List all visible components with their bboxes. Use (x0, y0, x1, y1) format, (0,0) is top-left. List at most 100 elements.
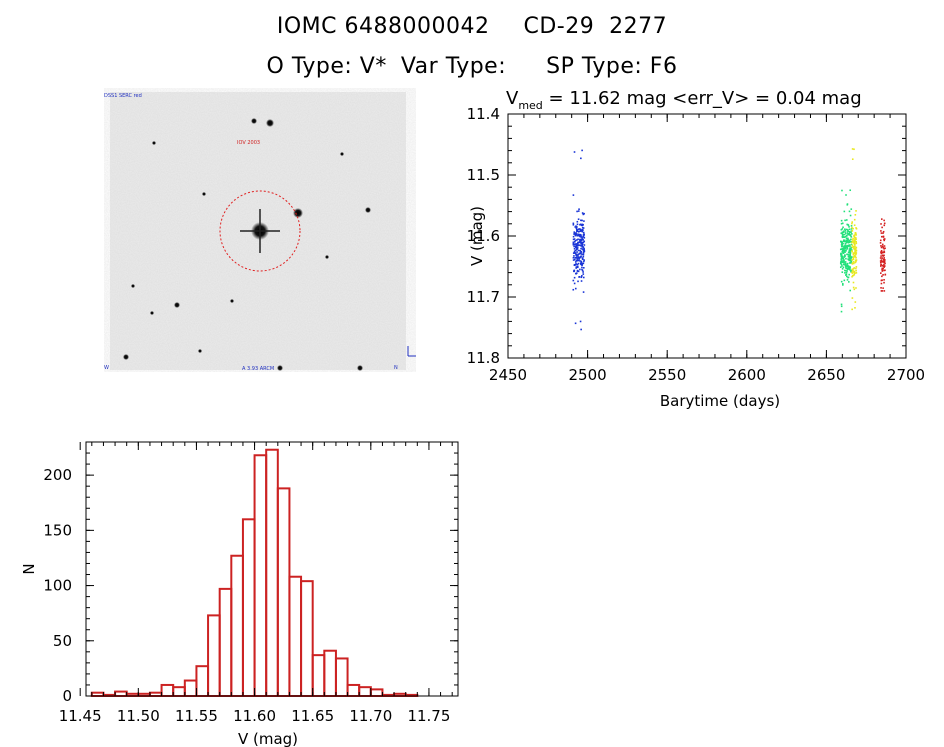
lc-point (575, 227, 578, 229)
lc-point (581, 219, 583, 222)
lc-point (881, 275, 883, 278)
lc-point (851, 268, 854, 271)
lc-point (854, 240, 856, 243)
lc-point (851, 272, 854, 274)
lc-point (852, 260, 855, 263)
lc-point (576, 263, 579, 266)
lc-point (840, 253, 842, 256)
lc-point (575, 232, 577, 234)
lc-point (842, 242, 844, 245)
lc-point (849, 245, 851, 248)
lc-point (573, 250, 576, 253)
lc-point (880, 246, 883, 249)
lc-point (576, 243, 578, 245)
lc-point (884, 262, 886, 265)
lc-point (847, 255, 850, 258)
lc-point (847, 230, 849, 233)
lc-point (578, 208, 580, 210)
lc-point (850, 231, 852, 234)
hist-ytick-label: 150 (43, 521, 72, 539)
lc-point (851, 275, 854, 277)
hist-ytick-label: 0 (62, 687, 72, 705)
lc-point (883, 265, 886, 267)
lc-point (579, 257, 581, 259)
lc-point (879, 239, 882, 242)
lc-point (574, 243, 577, 245)
plot-title-line2: O Type: V* Var Type: SP Type: F6 (0, 54, 944, 79)
lc-point (573, 238, 576, 240)
lc-point (572, 243, 575, 245)
lc-point (572, 259, 575, 261)
lc-point (574, 226, 577, 228)
lc-xlabel: Barytime (days) (660, 392, 780, 410)
lc-point (840, 232, 843, 235)
hist-bar (358, 686, 372, 698)
lc-point (846, 253, 848, 256)
lc-point (573, 247, 576, 250)
lc-point (841, 271, 844, 273)
hist-bar (218, 587, 233, 698)
lc-point (848, 231, 851, 234)
lc-point (575, 267, 577, 269)
lc-point (577, 228, 580, 231)
lc-point (850, 260, 852, 263)
lc-point (840, 219, 843, 222)
lc-point (580, 276, 583, 279)
hist-xtick-label: 11.45 (59, 707, 102, 725)
hist-frame (85, 441, 459, 697)
lc-point (580, 328, 582, 331)
lc-point (850, 249, 853, 251)
lc-xtick-label: 2600 (728, 366, 766, 384)
lc-point (855, 242, 858, 245)
lc-point (577, 210, 580, 212)
lc-point (845, 267, 847, 270)
lc-point (851, 226, 853, 229)
lc-point (851, 275, 853, 278)
lc-point (572, 224, 575, 226)
lc-point (572, 222, 575, 225)
hist-bar (346, 683, 361, 697)
lc-point (844, 269, 847, 272)
lc-point (881, 279, 883, 281)
lc-point (884, 247, 886, 250)
lc-point (841, 241, 843, 244)
lc-point (880, 290, 883, 292)
lc-point (880, 245, 882, 247)
lc-point (842, 226, 844, 229)
lc-ytick-label: 11.6 (467, 227, 500, 245)
lc-point (850, 269, 852, 272)
lc-point (576, 210, 578, 213)
lc-point (844, 229, 847, 232)
lc-point (855, 267, 857, 270)
lc-point (845, 266, 847, 268)
lc-point (851, 240, 854, 243)
lc-point (841, 243, 843, 246)
lc-point (852, 281, 855, 284)
lc-point (579, 230, 582, 232)
lc-point (574, 245, 577, 248)
lc-point (576, 256, 578, 259)
lc-point (848, 232, 851, 235)
lc-point (880, 263, 882, 266)
lc-point (839, 248, 842, 251)
hist-xtick-label: 11.65 (291, 707, 334, 725)
lc-point (580, 157, 582, 160)
lc-point (853, 241, 855, 244)
lc-point (581, 243, 583, 245)
lc-point (852, 245, 855, 248)
lc-point (582, 255, 585, 258)
lc-point (882, 287, 884, 289)
lc-point (853, 240, 856, 243)
lc-point (576, 258, 579, 260)
lc-point (850, 228, 853, 230)
lc-point (841, 261, 843, 263)
lc-point (841, 250, 844, 253)
lc-point (574, 264, 577, 266)
lc-point (581, 263, 583, 266)
lc-point (883, 281, 885, 284)
lc-point (580, 219, 582, 222)
hist-xtick-label: 11.75 (407, 707, 450, 725)
lc-point (576, 251, 578, 253)
lc-point (843, 210, 846, 213)
lc-point (575, 225, 577, 227)
